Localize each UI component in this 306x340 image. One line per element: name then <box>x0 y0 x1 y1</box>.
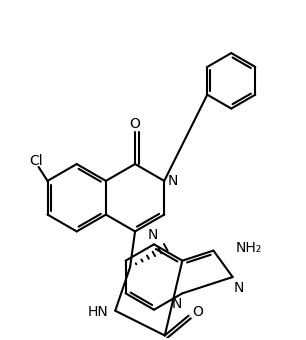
Text: N: N <box>233 281 244 295</box>
Text: Cl: Cl <box>29 154 43 168</box>
Text: O: O <box>192 305 203 319</box>
Text: N: N <box>148 228 158 242</box>
Text: O: O <box>130 117 140 132</box>
Text: N: N <box>167 174 177 188</box>
Text: NH₂: NH₂ <box>235 241 261 255</box>
Text: N: N <box>171 297 181 311</box>
Text: HN: HN <box>88 305 108 319</box>
